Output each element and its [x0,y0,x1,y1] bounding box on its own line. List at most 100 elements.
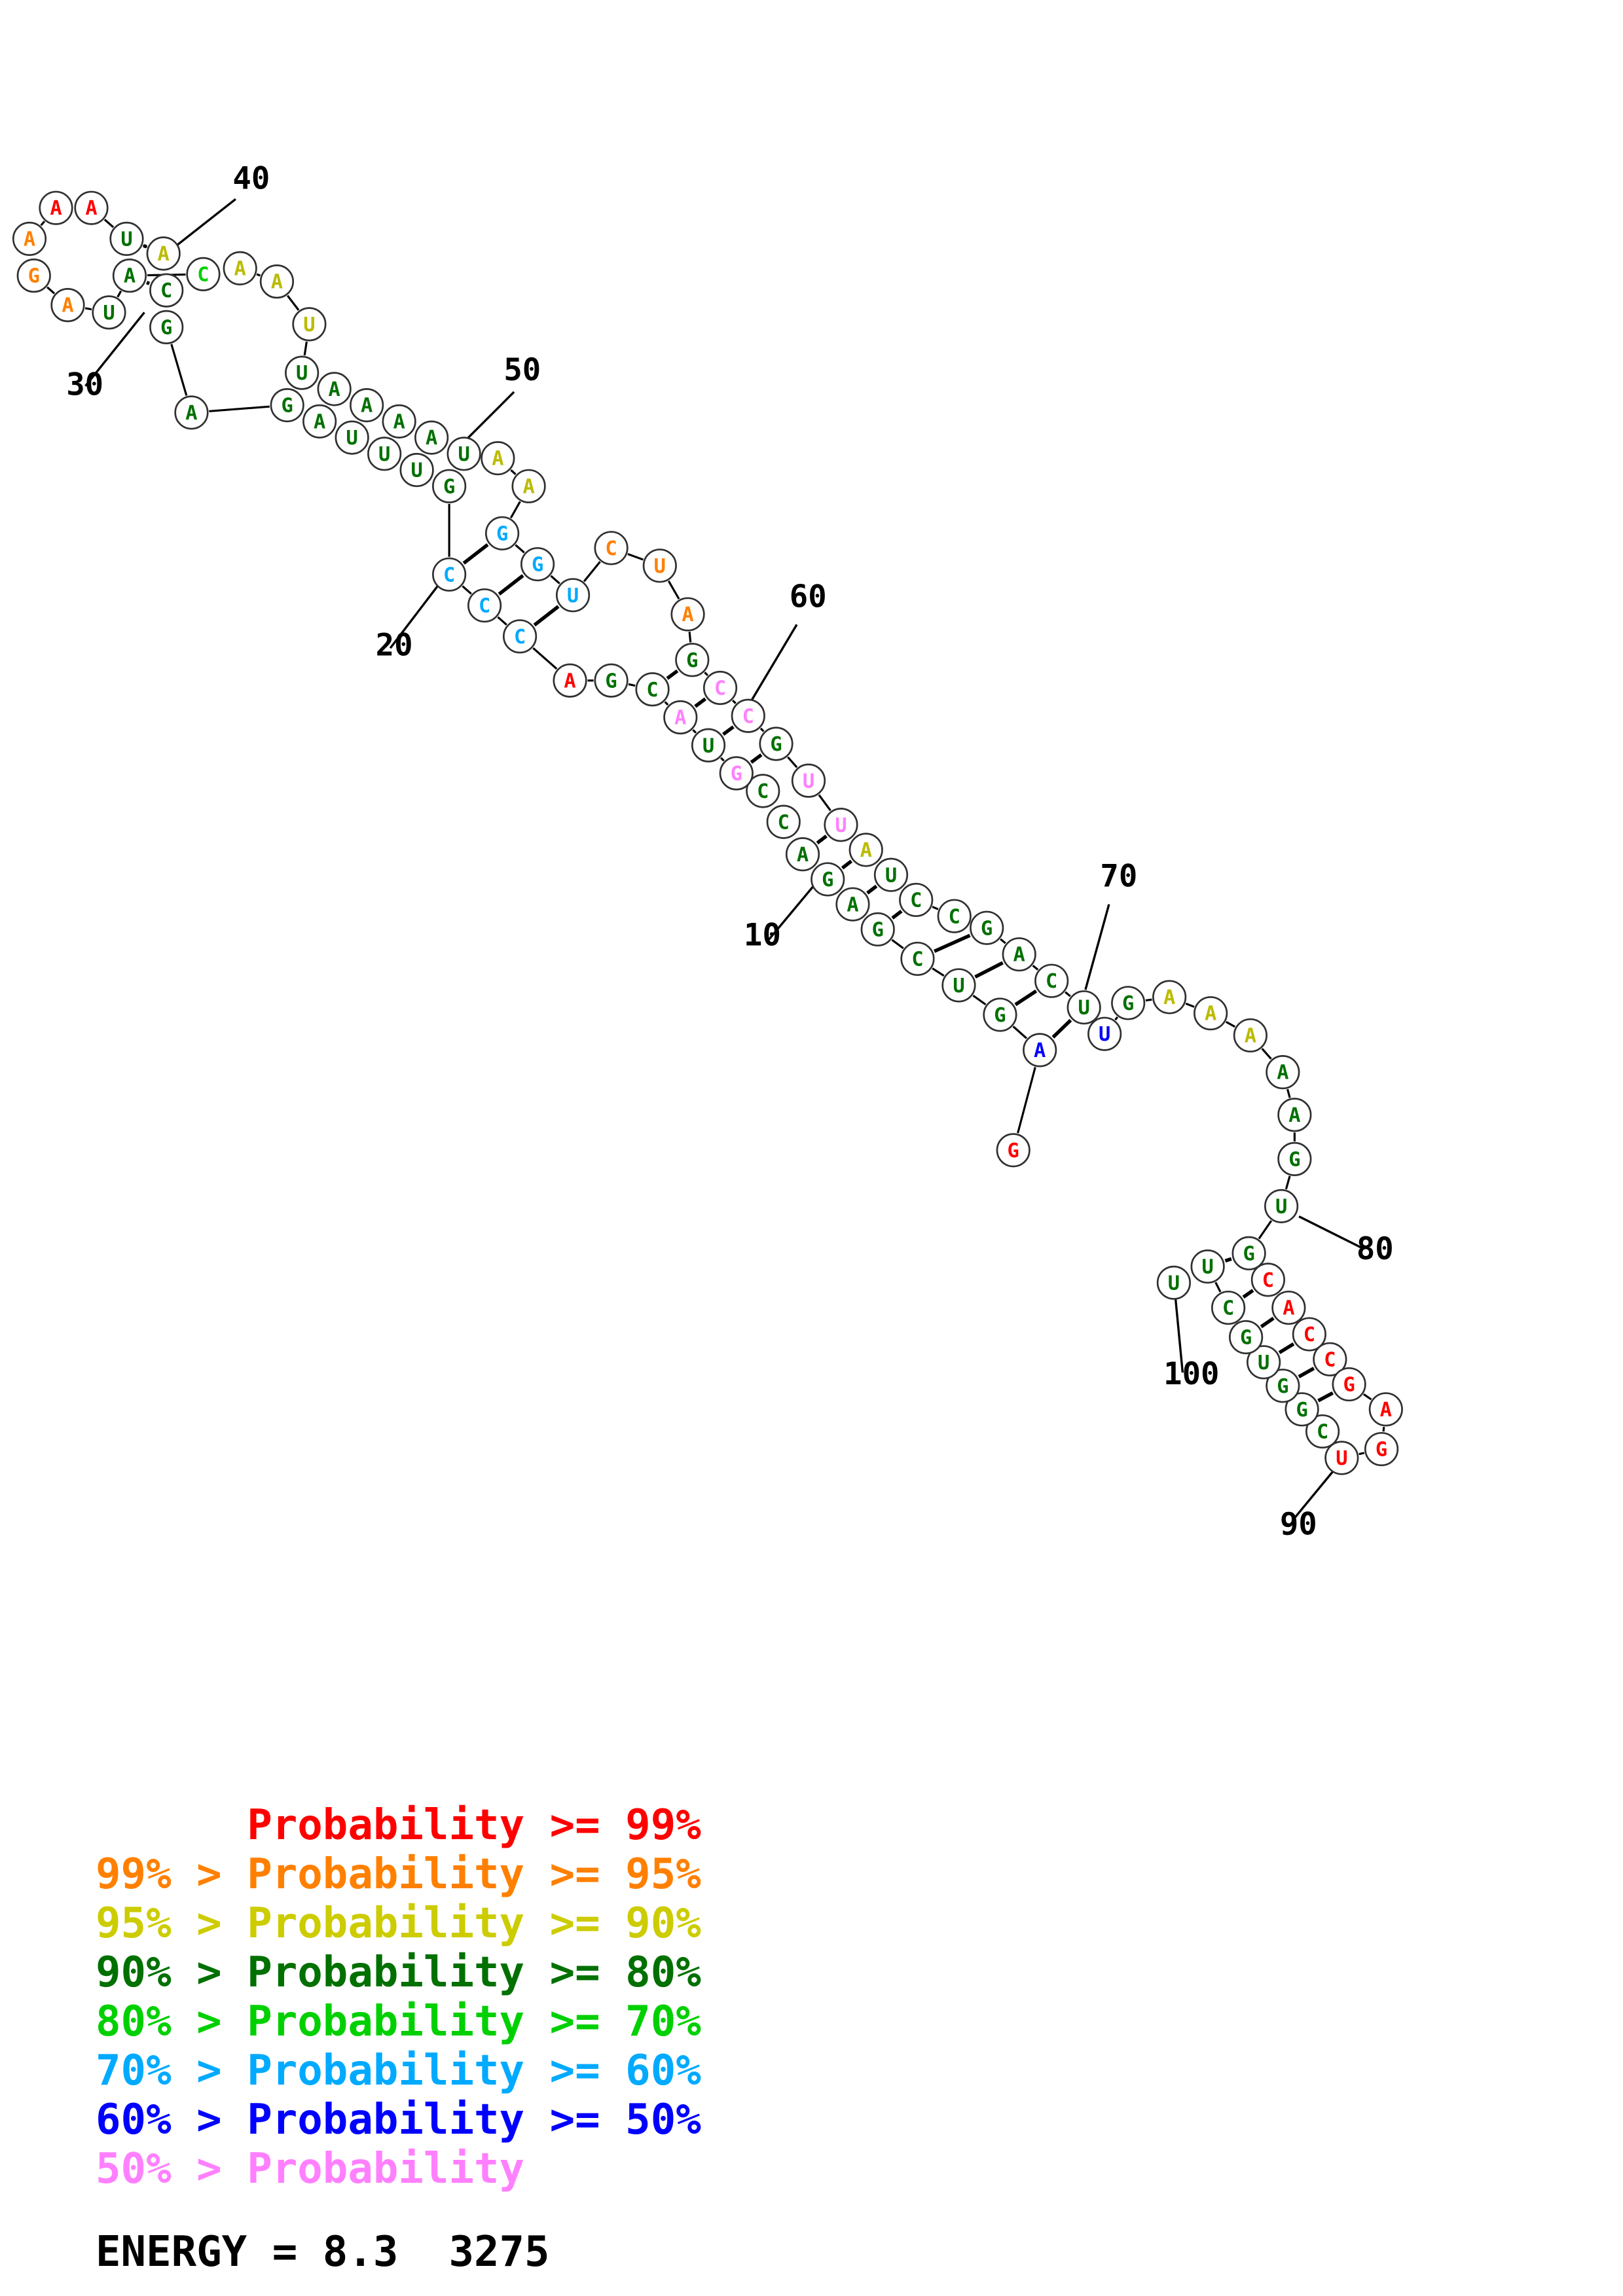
nucleotide-letter: U [567,584,579,607]
backbone-link [1114,1016,1119,1021]
nucleotide-circle [39,190,73,225]
backbone-link [532,647,558,670]
nucleotide-circle [350,388,384,423]
nucleotide-letter: A [1205,1003,1216,1026]
nucleotide-letter: A [62,295,73,317]
pair-bond [1317,1391,1334,1403]
backbone-link [688,632,692,643]
nucleotide-circle [520,547,555,582]
nucleotide-letter: G [1376,1439,1387,1462]
nucleotide-circle [1247,1345,1281,1380]
nucleotide-circle [1264,1189,1299,1223]
nucleotide-circle [1324,1441,1359,1475]
nucleotide-circle [447,437,481,471]
backbone-link [510,469,517,475]
nucleotide-circle [1332,1367,1366,1402]
nucleotide-letter: G [822,869,833,891]
nucleotide-letter: U [1258,1352,1269,1374]
position-number-label: 10 [744,918,781,954]
backbone-link [1285,1175,1291,1190]
nucleotide-letter: U [803,770,814,793]
nucleotide-letter: C [160,279,172,302]
nucleotide-circle [12,221,47,256]
label-leader-line [1084,904,1110,990]
nucleotide-circle [485,516,520,550]
nucleotide-letter: A [1277,1062,1288,1085]
backbone-link [932,906,939,910]
nucleotide-letter: G [981,917,993,940]
nucleotide-letter: C [1222,1297,1234,1320]
nucleotide-circle [467,588,502,623]
backbone-link [932,967,945,977]
nucleotide-letter: G [1288,1148,1300,1171]
nucleotide-circle [811,862,845,897]
nucleotide-letter: G [1343,1374,1355,1397]
nucleotide-circle [1266,1055,1300,1090]
nucleotide-letter: G [1243,1242,1254,1265]
backbone-link [1382,1426,1385,1432]
backbone-link [286,295,300,311]
nucleotide-circle [186,257,221,291]
nucleotide-letter: A [1034,1039,1046,1062]
nucleotide-circle [174,395,209,430]
position-number-label: 70 [1100,859,1137,895]
nucleotide-circle [719,756,754,791]
nucleotide-letter: C [910,889,922,912]
nucleotide-circle [259,264,295,299]
backbone-link [627,553,644,561]
label-leader-line [389,585,439,649]
backbone-link [692,728,697,734]
legend-line-90: 95% > Probability >= 90% [96,1899,701,1948]
legend-line-70: 80% > Probability >= 70% [96,1998,701,2046]
nucleotide-letter: C [605,537,617,560]
nucleotide-circle [1087,1016,1122,1051]
position-number-label: 60 [790,579,827,615]
nucleotide-letter: G [28,265,40,288]
nucleotide-circle [675,643,710,677]
pair-bond [816,834,828,845]
nucleotide-circle [92,295,126,330]
backbone-link [462,585,472,595]
position-number-label: 30 [66,367,103,403]
nucleotide-letter: U [1201,1256,1213,1279]
nucleotide-circle [223,251,257,285]
nucleotide-letter: G [1277,1375,1288,1398]
nucleotide-letter: A [522,475,534,498]
nucleotide-letter: G [532,554,543,577]
nucleotide-circle [74,190,109,225]
pair-bond [934,933,971,953]
legend-line-80: 90% > Probability >= 80% [96,1948,701,1997]
nucleotide-letter: G [770,733,782,756]
pair-bond [666,669,679,680]
nucleotide-circle [1034,963,1069,998]
position-number-label: 20 [376,628,413,664]
pair-bond [1051,1018,1072,1039]
nucleotide-letter: C [514,626,526,649]
pair-bond [533,605,560,627]
backbone-link [1261,1048,1272,1060]
energy-label: ENERGY = 8.3 3275 [96,2228,550,2276]
nucleotide-circle [50,288,85,323]
label-leader-line [767,886,814,941]
backbone-link [1363,1393,1372,1401]
nucleotide-letter: C [911,948,923,971]
nucleotide-letter: C [1046,970,1057,993]
nucleotide-circle [702,670,738,706]
nucleotide-circle [502,619,538,654]
nucleotide-circle [292,307,327,342]
nucleotide-letter: A [1163,986,1175,1009]
nucleotide-circle [824,808,858,842]
nucleotide-circle [335,420,369,455]
nucleotide-letter: A [847,893,858,916]
nucleotide-letter: U [103,302,115,325]
nucleotide-letter: G [605,670,617,692]
pair-bond [498,574,524,596]
nucleotide-letter: A [797,844,809,867]
nucleotide-circle [983,997,1017,1032]
nucleotide-circle [511,469,546,503]
nucleotide-letter: U [303,314,315,336]
pair-bond [146,281,151,285]
nucleotide-circle [1194,996,1228,1031]
nucleotide-letter: C [757,780,769,803]
nucleotide-letter: U [1168,1272,1180,1295]
